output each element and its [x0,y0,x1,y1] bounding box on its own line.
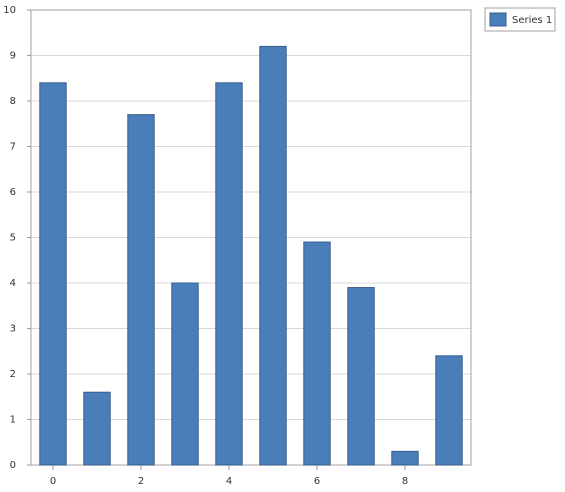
bar [39,82,67,466]
x-tick-label: 0 [50,476,56,487]
y-tick-label: 7 [10,142,16,153]
x-tick-label: 4 [226,476,232,487]
y-tick-label: 9 [10,51,16,62]
bar [303,241,331,466]
bar [83,391,111,466]
plot-border [30,9,472,466]
y-tick-label: 6 [10,187,16,198]
y-tick-label: 2 [10,369,16,380]
y-tick-label: 4 [10,278,16,289]
bar [391,450,419,466]
y-tick-label: 10 [3,5,16,16]
x-tick-label: 6 [314,476,320,487]
y-tick-label: 3 [10,324,16,335]
y-tick-label: 8 [10,96,16,107]
bar [259,45,287,466]
legend-swatch [489,12,507,27]
bar [171,282,199,466]
bar [127,114,155,466]
bar [435,355,463,466]
x-tick-label: 2 [138,476,144,487]
bar [347,287,375,466]
y-tick-label: 5 [10,233,16,244]
x-tick-label: 8 [402,476,408,487]
legend-label: Series 1 [512,15,552,26]
y-tick-label: 1 [10,415,16,426]
bar [215,82,243,466]
y-tick-label: 0 [10,460,16,471]
